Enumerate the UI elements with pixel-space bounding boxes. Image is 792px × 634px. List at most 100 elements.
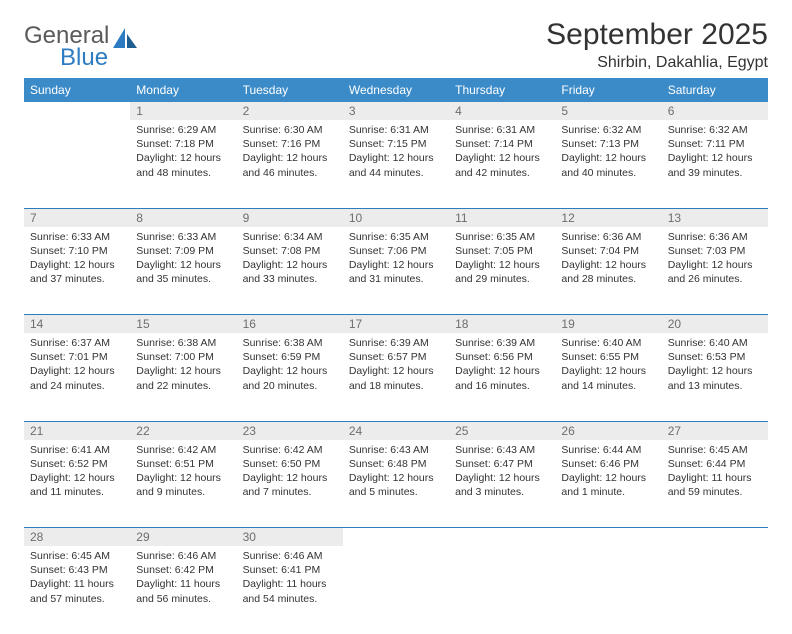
daylight-text: Daylight: 12 hours and 44 minutes. (349, 151, 443, 179)
sunset-text: Sunset: 6:51 PM (136, 457, 230, 471)
day-number-cell: 30 (237, 528, 343, 547)
calendar-page: General Blue September 2025 Shirbin, Dak… (0, 0, 792, 612)
day-number-cell: 7 (24, 208, 130, 227)
sunrise-text: Sunrise: 6:45 AM (30, 549, 124, 563)
sunset-text: Sunset: 6:42 PM (136, 563, 230, 577)
day-number-row: 282930 (24, 528, 768, 547)
daylight-text: Daylight: 11 hours and 56 minutes. (136, 577, 230, 605)
sunrise-text: Sunrise: 6:33 AM (30, 230, 124, 244)
day-number-row: 21222324252627 (24, 421, 768, 440)
day-number-cell: 10 (343, 208, 449, 227)
daylight-text: Daylight: 12 hours and 29 minutes. (455, 258, 549, 286)
daylight-text: Daylight: 12 hours and 26 minutes. (668, 258, 762, 286)
day-content-cell (555, 546, 661, 634)
daylight-text: Daylight: 12 hours and 40 minutes. (561, 151, 655, 179)
day-number-cell: 13 (662, 208, 768, 227)
day-content-cell: Sunrise: 6:42 AMSunset: 6:51 PMDaylight:… (130, 440, 236, 528)
sunset-text: Sunset: 7:03 PM (668, 244, 762, 258)
sunrise-text: Sunrise: 6:33 AM (136, 230, 230, 244)
day-content-cell: Sunrise: 6:34 AMSunset: 7:08 PMDaylight:… (237, 227, 343, 315)
calendar-header-row: SundayMondayTuesdayWednesdayThursdayFrid… (24, 78, 768, 102)
sunrise-text: Sunrise: 6:30 AM (243, 123, 337, 137)
sunset-text: Sunset: 6:46 PM (561, 457, 655, 471)
day-content-cell: Sunrise: 6:35 AMSunset: 7:05 PMDaylight:… (449, 227, 555, 315)
day-content-cell: Sunrise: 6:42 AMSunset: 6:50 PMDaylight:… (237, 440, 343, 528)
sunrise-text: Sunrise: 6:39 AM (349, 336, 443, 350)
daylight-text: Daylight: 12 hours and 9 minutes. (136, 471, 230, 499)
sunrise-text: Sunrise: 6:46 AM (243, 549, 337, 563)
sunrise-text: Sunrise: 6:40 AM (561, 336, 655, 350)
day-content-cell: Sunrise: 6:33 AMSunset: 7:09 PMDaylight:… (130, 227, 236, 315)
sunset-text: Sunset: 7:13 PM (561, 137, 655, 151)
sunrise-text: Sunrise: 6:31 AM (455, 123, 549, 137)
daylight-text: Daylight: 12 hours and 28 minutes. (561, 258, 655, 286)
day-number-cell: 15 (130, 315, 236, 334)
month-title: September 2025 (546, 18, 768, 52)
day-content-cell: Sunrise: 6:30 AMSunset: 7:16 PMDaylight:… (237, 120, 343, 208)
day-content-cell: Sunrise: 6:43 AMSunset: 6:48 PMDaylight:… (343, 440, 449, 528)
day-content-cell: Sunrise: 6:38 AMSunset: 6:59 PMDaylight:… (237, 333, 343, 421)
daylight-text: Daylight: 11 hours and 59 minutes. (668, 471, 762, 499)
sunrise-text: Sunrise: 6:42 AM (243, 443, 337, 457)
daylight-text: Daylight: 12 hours and 7 minutes. (243, 471, 337, 499)
daylight-text: Daylight: 12 hours and 16 minutes. (455, 364, 549, 392)
weekday-header: Friday (555, 78, 661, 102)
sunrise-text: Sunrise: 6:35 AM (455, 230, 549, 244)
sunrise-text: Sunrise: 6:41 AM (30, 443, 124, 457)
day-content-cell (343, 546, 449, 634)
sunset-text: Sunset: 6:44 PM (668, 457, 762, 471)
day-content-cell: Sunrise: 6:41 AMSunset: 6:52 PMDaylight:… (24, 440, 130, 528)
day-number-cell (662, 528, 768, 547)
logo-word-2: Blue (60, 46, 109, 70)
daylight-text: Daylight: 12 hours and 39 minutes. (668, 151, 762, 179)
sunset-text: Sunset: 7:11 PM (668, 137, 762, 151)
sunrise-text: Sunrise: 6:38 AM (243, 336, 337, 350)
day-number-cell: 14 (24, 315, 130, 334)
sunrise-text: Sunrise: 6:40 AM (668, 336, 762, 350)
day-content-cell (449, 546, 555, 634)
day-number-cell (449, 528, 555, 547)
sunrise-text: Sunrise: 6:31 AM (349, 123, 443, 137)
sunrise-text: Sunrise: 6:43 AM (349, 443, 443, 457)
daylight-text: Daylight: 12 hours and 33 minutes. (243, 258, 337, 286)
day-content-cell: Sunrise: 6:45 AMSunset: 6:43 PMDaylight:… (24, 546, 130, 634)
sunset-text: Sunset: 7:00 PM (136, 350, 230, 364)
sunset-text: Sunset: 7:09 PM (136, 244, 230, 258)
sunrise-text: Sunrise: 6:39 AM (455, 336, 549, 350)
daylight-text: Daylight: 12 hours and 18 minutes. (349, 364, 443, 392)
daylight-text: Daylight: 12 hours and 13 minutes. (668, 364, 762, 392)
daylight-text: Daylight: 12 hours and 5 minutes. (349, 471, 443, 499)
day-content-row: Sunrise: 6:41 AMSunset: 6:52 PMDaylight:… (24, 440, 768, 528)
day-content-cell: Sunrise: 6:44 AMSunset: 6:46 PMDaylight:… (555, 440, 661, 528)
day-content-cell: Sunrise: 6:38 AMSunset: 7:00 PMDaylight:… (130, 333, 236, 421)
sunset-text: Sunset: 6:56 PM (455, 350, 549, 364)
daylight-text: Daylight: 12 hours and 46 minutes. (243, 151, 337, 179)
day-content-row: Sunrise: 6:45 AMSunset: 6:43 PMDaylight:… (24, 546, 768, 634)
weekday-header: Wednesday (343, 78, 449, 102)
daylight-text: Daylight: 12 hours and 3 minutes. (455, 471, 549, 499)
sunset-text: Sunset: 6:47 PM (455, 457, 549, 471)
day-number-cell (343, 528, 449, 547)
day-content-cell: Sunrise: 6:36 AMSunset: 7:03 PMDaylight:… (662, 227, 768, 315)
sunset-text: Sunset: 7:04 PM (561, 244, 655, 258)
day-content-cell: Sunrise: 6:29 AMSunset: 7:18 PMDaylight:… (130, 120, 236, 208)
sunset-text: Sunset: 6:55 PM (561, 350, 655, 364)
day-number-cell (555, 528, 661, 547)
day-content-cell: Sunrise: 6:45 AMSunset: 6:44 PMDaylight:… (662, 440, 768, 528)
day-number-cell: 26 (555, 421, 661, 440)
sunset-text: Sunset: 6:59 PM (243, 350, 337, 364)
daylight-text: Daylight: 12 hours and 20 minutes. (243, 364, 337, 392)
daylight-text: Daylight: 11 hours and 57 minutes. (30, 577, 124, 605)
daylight-text: Daylight: 12 hours and 14 minutes. (561, 364, 655, 392)
sunset-text: Sunset: 7:06 PM (349, 244, 443, 258)
day-content-cell: Sunrise: 6:31 AMSunset: 7:14 PMDaylight:… (449, 120, 555, 208)
day-content-row: Sunrise: 6:33 AMSunset: 7:10 PMDaylight:… (24, 227, 768, 315)
day-content-cell: Sunrise: 6:40 AMSunset: 6:53 PMDaylight:… (662, 333, 768, 421)
day-number-cell: 18 (449, 315, 555, 334)
day-number-cell: 25 (449, 421, 555, 440)
daylight-text: Daylight: 12 hours and 31 minutes. (349, 258, 443, 286)
sunset-text: Sunset: 6:43 PM (30, 563, 124, 577)
sunrise-text: Sunrise: 6:36 AM (561, 230, 655, 244)
weekday-header: Tuesday (237, 78, 343, 102)
logo: General Blue (24, 18, 139, 70)
